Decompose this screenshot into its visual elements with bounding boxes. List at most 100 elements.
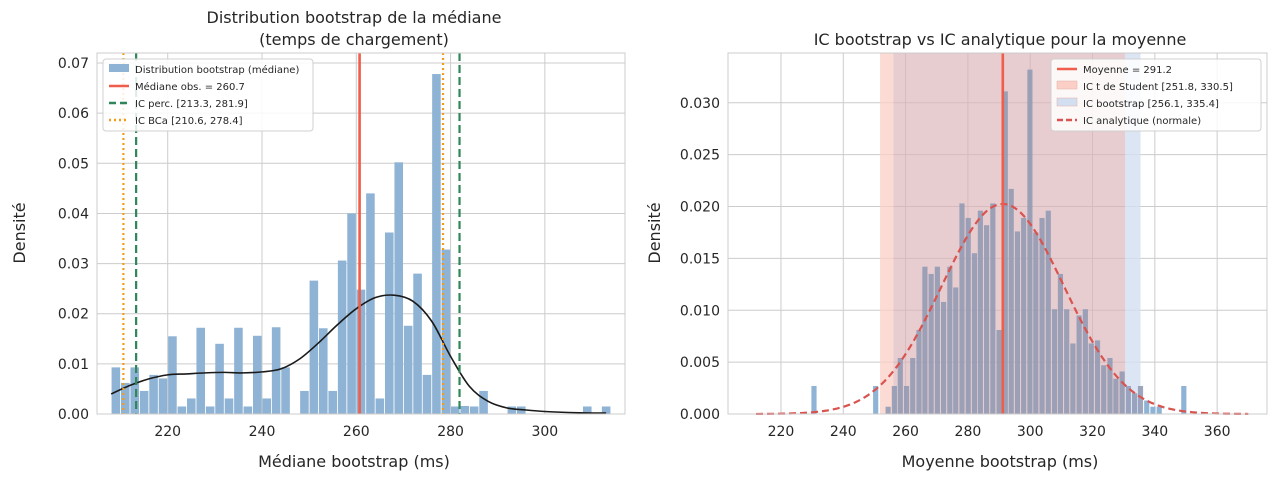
x-tick-label: 220 (768, 424, 795, 440)
histogram-bar (177, 406, 187, 414)
histogram-bar (897, 357, 903, 414)
histogram-bar (1094, 340, 1101, 414)
x-tick-label: 340 (1141, 424, 1168, 440)
kde-curve (110, 294, 607, 414)
y-axis-label: Densité (645, 202, 664, 263)
histogram-bar (959, 203, 965, 414)
histogram-bar (977, 210, 983, 414)
histogram-bar (139, 390, 149, 414)
histogram-bar (965, 217, 971, 414)
histogram-bar (111, 367, 121, 414)
y-axis-label: Densité (10, 202, 29, 263)
histogram-bar (347, 213, 356, 414)
histogram-bar (224, 398, 234, 414)
histogram-bar (1125, 385, 1131, 414)
histogram-bar (953, 287, 959, 414)
legend-label: Distribution bootstrap (médiane) (135, 64, 299, 76)
histogram-bar (149, 374, 158, 414)
histogram-bar (1051, 309, 1058, 414)
histogram-bar (187, 398, 196, 414)
histogram-bar (1021, 217, 1027, 414)
x-tick-label: 240 (249, 424, 276, 440)
histogram-bar (337, 260, 347, 414)
histogram-bar (1113, 378, 1119, 414)
histogram-bar (1156, 406, 1162, 414)
histogram-bar (891, 385, 897, 414)
y-tick-label: 0.04 (58, 206, 89, 222)
y-tick-label: 0.05 (58, 156, 89, 172)
histogram-bar (947, 266, 953, 414)
histogram-bar (1181, 385, 1187, 414)
y-tick-label: 0.00 (58, 407, 89, 423)
histogram-bar (1039, 217, 1045, 414)
histogram-bar (916, 329, 922, 414)
histogram-bar (375, 398, 385, 414)
legend-box (1050, 58, 1262, 132)
x-axis-label: Médiane bootstrap (ms) (258, 452, 450, 471)
histogram-bar (1070, 343, 1076, 414)
histogram-bar (1150, 406, 1156, 414)
histogram-bar (1144, 400, 1150, 414)
histogram-bar (1002, 91, 1008, 414)
histogram-bar (941, 301, 947, 414)
chart-title: IC bootstrap vs IC analytique pour la mo… (814, 30, 1187, 49)
histogram-bar (1107, 357, 1113, 414)
histogram-bar (1014, 231, 1021, 414)
histogram-bar (158, 378, 168, 414)
x-tick-label: 280 (437, 424, 464, 440)
y-tick-label: 0.030 (680, 96, 720, 112)
x-tick-label: 320 (1079, 424, 1106, 440)
histogram-bar (300, 390, 309, 414)
histogram-bar (469, 406, 479, 414)
histogram-bar (1088, 343, 1094, 414)
x-tick-label: 300 (531, 424, 558, 440)
histogram-bar (356, 289, 366, 414)
histogram-bar (441, 249, 451, 414)
mean-ci-chart: IC bootstrap vs IC analytique pour la mo… (645, 30, 1268, 471)
median-bootstrap-chart: Distribution bootstrap de la médiane (te… (10, 8, 626, 471)
legend-label: IC bootstrap [256.1, 335.4] (1083, 99, 1219, 110)
x-tick-label: 300 (1017, 424, 1044, 440)
histogram-bar (903, 385, 910, 414)
histogram-bar (130, 367, 139, 414)
histogram-bar (922, 266, 928, 414)
y-tick-label: 0.07 (58, 56, 89, 72)
x-tick-label: 360 (1204, 424, 1231, 440)
histogram-bar (1064, 309, 1070, 414)
plot-frame (96, 52, 626, 415)
legend-swatch (1056, 80, 1078, 90)
legend-box (102, 58, 314, 132)
histogram-bar (253, 335, 262, 414)
histogram-bar (1137, 385, 1144, 414)
histogram-bar (507, 406, 517, 414)
histogram-bar (413, 273, 422, 414)
histogram-bar (262, 398, 271, 414)
histogram-bar (1045, 210, 1051, 414)
histogram-bar (1027, 69, 1033, 414)
y-tick-label: 0.005 (680, 355, 720, 371)
histogram-bar (394, 162, 403, 414)
bootstrap-ci-band (1125, 53, 1141, 414)
histogram-bar (990, 203, 996, 414)
histogram-bar (366, 193, 375, 414)
histogram-bar (1082, 309, 1088, 414)
y-tick-label: 0.025 (680, 148, 720, 164)
x-tick-label: 220 (154, 424, 181, 440)
histogram-bar (451, 406, 460, 414)
y-tick-label: 0.020 (680, 200, 720, 216)
histogram-bar (1057, 273, 1064, 414)
x-axis-label: Moyenne bootstrap (ms) (902, 452, 1099, 471)
histogram-bar (928, 273, 934, 414)
y-tick-label: 0.02 (58, 307, 89, 323)
histogram-bar (1132, 393, 1138, 414)
histogram-bar (873, 385, 879, 414)
legend-label: IC BCa [210.6, 278.4] (135, 116, 243, 127)
legend-swatch (109, 64, 129, 72)
y-tick-label: 0.01 (58, 357, 89, 373)
histogram-bar (215, 343, 224, 414)
histogram-bar (196, 327, 205, 414)
chart-title-line2: (temps de chargement) (259, 30, 449, 49)
y-tick-label: 0.06 (58, 106, 89, 122)
student-ci-band (880, 53, 894, 414)
